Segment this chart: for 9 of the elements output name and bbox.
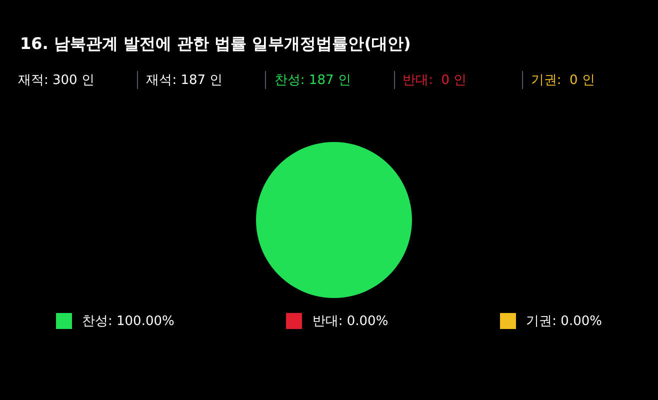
text: 반대: 0 인	[394, 71, 522, 89]
text: 재석: 187 인	[137, 71, 266, 89]
legend-label: 찬성: 100.00%	[82, 313, 174, 330]
text: 재적: 300 인	[17, 72, 96, 89]
legend-label: 반대: 0.00%	[312, 313, 388, 330]
text: 기권: 0 인	[522, 71, 650, 89]
text: 찬성: 187 인	[265, 71, 394, 89]
legend-label: 기권: 0.00%	[526, 313, 602, 330]
chart-title: 16. 남북관계 발전에 관한 법률 일부개정법률안(대안)	[20, 34, 411, 55]
